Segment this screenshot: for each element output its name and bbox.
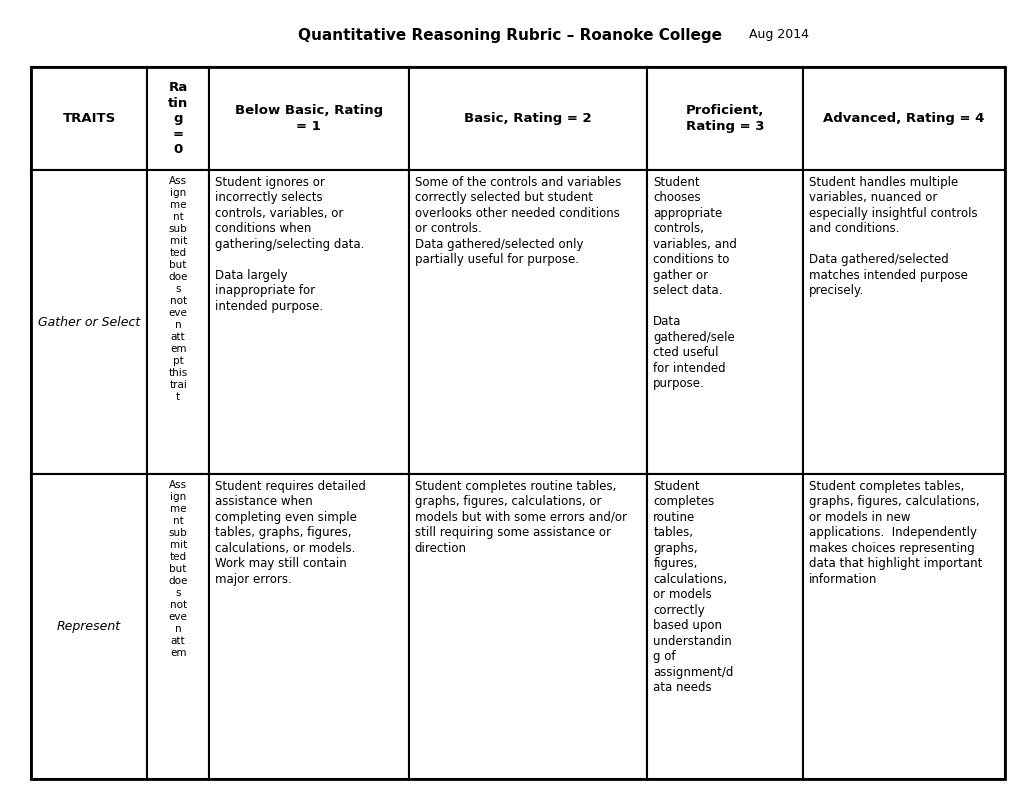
Text: Advanced, Rating = 4: Advanced, Rating = 4 xyxy=(822,112,983,125)
Text: Student
chooses
appropriate
controls,
variables, and
conditions to
gather or
sel: Student chooses appropriate controls, va… xyxy=(653,176,737,390)
Bar xyxy=(647,67,802,170)
Bar xyxy=(148,67,209,170)
Text: Aug 2014: Aug 2014 xyxy=(744,28,808,40)
Bar xyxy=(409,474,647,779)
Text: TRAITS: TRAITS xyxy=(62,112,115,125)
Text: Ra
tin
g
=
0: Ra tin g = 0 xyxy=(168,81,189,156)
Bar xyxy=(647,474,802,779)
Bar xyxy=(409,67,647,170)
Bar xyxy=(31,474,148,779)
Text: Proficient,
Rating = 3: Proficient, Rating = 3 xyxy=(685,104,763,133)
Bar xyxy=(209,170,409,474)
Text: Ass
ign
me
nt
sub
mit
ted
but
doe
s
not
eve
n
att
em
pt
this
trai
t: Ass ign me nt sub mit ted but doe s not … xyxy=(168,176,187,402)
Text: Ass
ign
me
nt
sub
mit
ted
but
doe
s
not
eve
n
att
em: Ass ign me nt sub mit ted but doe s not … xyxy=(168,480,187,658)
Text: Student completes tables,
graphs, figures, calculations,
or models in new
applic: Student completes tables, graphs, figure… xyxy=(808,480,981,585)
Bar xyxy=(802,474,1004,779)
Text: Student requires detailed
assistance when
completing even simple
tables, graphs,: Student requires detailed assistance whe… xyxy=(215,480,366,585)
Text: Gather or Select: Gather or Select xyxy=(38,316,140,329)
Text: Below Basic, Rating
= 1: Below Basic, Rating = 1 xyxy=(234,104,382,133)
Bar xyxy=(148,170,209,474)
Text: Student handles multiple
variables, nuanced or
especially insightful controls
an: Student handles multiple variables, nuan… xyxy=(808,176,977,297)
Text: Student completes routine tables,
graphs, figures, calculations, or
models but w: Student completes routine tables, graphs… xyxy=(415,480,626,555)
Bar xyxy=(148,474,209,779)
Text: Some of the controls and variables
correctly selected but student
overlooks othe: Some of the controls and variables corre… xyxy=(415,176,621,266)
Bar xyxy=(209,474,409,779)
Bar xyxy=(31,67,148,170)
Bar xyxy=(802,170,1004,474)
Bar xyxy=(409,170,647,474)
Bar xyxy=(209,67,409,170)
Text: Basic, Rating = 2: Basic, Rating = 2 xyxy=(464,112,591,125)
Bar xyxy=(647,170,802,474)
Bar xyxy=(802,67,1004,170)
Text: Student
completes
routine
tables,
graphs,
figures,
calculations,
or models
corre: Student completes routine tables, graphs… xyxy=(653,480,733,694)
Text: Represent: Represent xyxy=(57,620,121,633)
Bar xyxy=(31,170,148,474)
Text: Quantitative Reasoning Rubric – Roanoke College: Quantitative Reasoning Rubric – Roanoke … xyxy=(298,28,721,43)
Text: Student ignores or
incorrectly selects
controls, variables, or
conditions when
g: Student ignores or incorrectly selects c… xyxy=(215,176,364,313)
